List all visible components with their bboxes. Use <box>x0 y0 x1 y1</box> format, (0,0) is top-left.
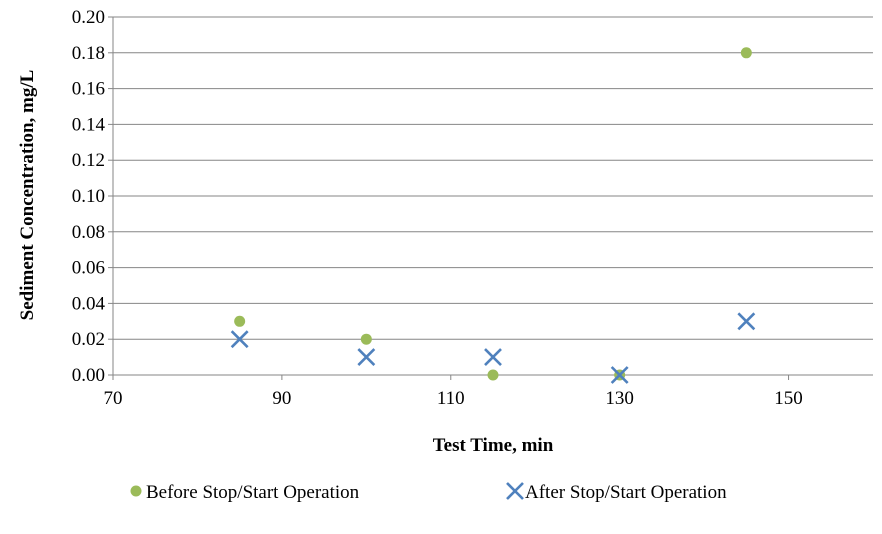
x-tick-label: 110 <box>437 388 465 409</box>
y-tick-labels: 0.00 0.02 0.04 0.06 0.08 0.10 0.12 0.14 0.16 0.18… <box>72 7 106 386</box>
y-tick-label: 0.16 <box>72 79 105 100</box>
gridlines <box>113 16 873 340</box>
data-points <box>230 47 756 384</box>
point-before-145 <box>740 47 752 59</box>
point-after-85 <box>230 330 249 349</box>
y-tick-label: 0.00 <box>72 365 105 386</box>
point-after-115 <box>484 348 502 367</box>
y-tick-label: 0.04 <box>72 293 106 314</box>
y-tick-label: 0.08 <box>72 222 105 243</box>
x-tick-label: 70 <box>104 388 123 409</box>
y-tick-label: 0.20 <box>72 7 105 28</box>
legend-marker-after <box>506 482 524 500</box>
point-after-145 <box>737 312 756 331</box>
y-tick-label: 0.02 <box>72 329 105 350</box>
legend-marker-before <box>130 485 142 497</box>
legend-label-after: After Stop/Start Operation <box>525 482 727 503</box>
x-tick-labels: 70 90 110 130 150 <box>104 388 803 409</box>
point-after-130 <box>610 366 629 384</box>
point-after-100 <box>357 348 376 367</box>
x-tick-label: 130 <box>605 388 634 409</box>
y-tick-label: 0.14 <box>72 114 106 135</box>
x-tick-label: 150 <box>774 388 803 409</box>
legend-label-before: Before Stop/Start Operation <box>146 482 360 503</box>
legend: Before Stop/Start Operation After Stop/S… <box>130 482 727 503</box>
y-tick-label: 0.12 <box>72 150 105 171</box>
x-tick-label: 90 <box>272 388 291 409</box>
x-axis-title: Test Time, min <box>433 435 554 456</box>
axes <box>108 16 873 380</box>
y-axis-title: Sediment Concentration, mg/L <box>17 70 38 321</box>
legend-x-marker <box>506 482 524 500</box>
y-tick-label: 0.18 <box>72 43 105 64</box>
y-tick-label: 0.10 <box>72 186 105 207</box>
point-before-85 <box>234 315 246 327</box>
point-before-100 <box>360 333 372 345</box>
point-before-115 <box>487 369 499 381</box>
y-tick-label: 0.06 <box>72 258 105 279</box>
